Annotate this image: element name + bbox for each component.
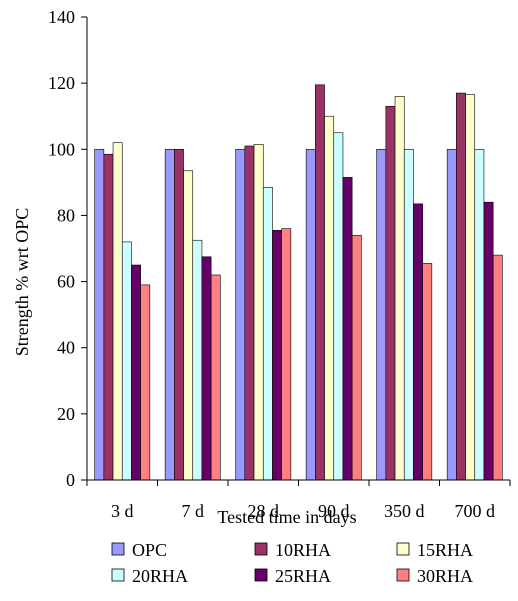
bar-25rha-28-d — [272, 230, 282, 481]
y-axis-label: Strength % wrt OPC — [12, 208, 32, 357]
y-tick-label: 20 — [57, 404, 75, 424]
bar-20rha-700-d — [474, 148, 485, 481]
bar-20rha-90-d — [333, 132, 344, 481]
bar-15rha-7-d — [183, 170, 194, 481]
bar-opc-28-d — [235, 148, 246, 481]
bar-opc-700-d — [446, 148, 457, 481]
legend-swatch-opc — [111, 542, 125, 556]
legend-swatch-10rha — [254, 542, 268, 556]
bar-opc-90-d — [305, 148, 316, 481]
bar-15rha-90-d — [324, 115, 335, 481]
x-tick-label: 7 d — [182, 501, 205, 521]
x-tick-label: 3 d — [111, 501, 134, 521]
y-tick-label: 80 — [57, 205, 75, 225]
bar-15rha-350-d — [394, 96, 405, 481]
bar-15rha-700-d — [465, 94, 476, 481]
legend-label-15rha: 15RHA — [417, 540, 473, 560]
legend-label-25rha: 25RHA — [275, 566, 331, 586]
bar-10rha-90-d — [315, 84, 325, 481]
x-tick-label: 700 d — [455, 501, 496, 521]
y-tick-label: 60 — [57, 272, 75, 292]
bar-10rha-350-d — [385, 105, 396, 481]
bar-10rha-7-d — [174, 148, 184, 481]
bar-30rha-350-d — [422, 263, 433, 481]
x-tick-label: 90 d — [318, 501, 350, 521]
y-axis: 0 20 40 60 80 100 120 140 — [48, 7, 88, 490]
y-tick-label: 40 — [57, 338, 75, 358]
bar-20rha-3-d — [121, 241, 132, 481]
legend-swatch-25rha — [254, 568, 268, 582]
bar-opc-350-d — [376, 148, 387, 481]
bar-20rha-350-d — [403, 148, 414, 481]
x-axis: 3 d 7 d 28 d 90 d 350 d 700 d — [86, 479, 511, 521]
bar-opc-7-d — [164, 148, 175, 481]
legend-label-opc: OPC — [132, 540, 167, 560]
bar-25rha-90-d — [342, 177, 353, 481]
bar-opc-3-d — [94, 148, 105, 481]
bar-15rha-28-d — [253, 144, 264, 481]
legend: OPC 10RHA 15RHA 20RHA 25RHA 30RHA — [111, 540, 473, 586]
legend-label-30rha: 30RHA — [417, 566, 473, 586]
legend-swatch-20rha — [111, 568, 125, 582]
legend-label-20rha: 20RHA — [132, 566, 188, 586]
legend-swatch-30rha — [396, 568, 410, 582]
bar-20rha-7-d — [192, 239, 203, 481]
bar-10rha-3-d — [103, 153, 114, 481]
y-tick-label: 100 — [48, 139, 75, 159]
legend-swatch-15rha — [396, 542, 410, 556]
bar-10rha-28-d — [244, 145, 255, 481]
legend-label-10rha: 10RHA — [275, 540, 331, 560]
plot-area — [94, 84, 503, 481]
y-tick-label: 140 — [48, 7, 75, 27]
bar-30rha-3-d — [140, 284, 151, 481]
bar-30rha-7-d — [210, 274, 221, 481]
bar-25rha-3-d — [131, 264, 141, 481]
x-tick-label: 350 d — [384, 501, 425, 521]
bar-25rha-350-d — [413, 203, 423, 481]
y-tick-label: 0 — [66, 470, 75, 490]
bar-30rha-700-d — [492, 254, 503, 481]
bar-20rha-28-d — [262, 187, 273, 481]
bar-25rha-700-d — [483, 201, 494, 481]
bar-15rha-3-d — [112, 142, 123, 481]
x-axis-label: Tested time in days — [217, 507, 356, 527]
y-tick-label: 120 — [48, 73, 75, 93]
bar-30rha-90-d — [351, 234, 362, 481]
bar-10rha-700-d — [456, 92, 466, 481]
bar-25rha-7-d — [201, 256, 212, 481]
x-tick-label: 28 d — [248, 501, 280, 521]
bar-30rha-28-d — [281, 228, 292, 481]
